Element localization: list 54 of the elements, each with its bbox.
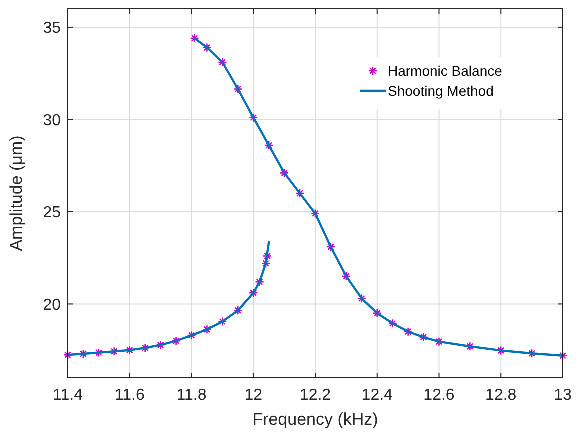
point	[172, 336, 181, 346]
point	[234, 84, 243, 94]
point	[261, 258, 271, 268]
point	[125, 346, 135, 355]
point	[190, 34, 200, 44]
point	[404, 327, 413, 337]
y-axis-title: Amplitude (μm)	[7, 136, 26, 252]
point	[558, 351, 568, 361]
point	[218, 58, 228, 68]
point	[310, 209, 320, 218]
point	[434, 337, 444, 346]
y-tick-label: 35	[43, 20, 62, 38]
x-tick-label: 12.4	[362, 387, 394, 404]
point	[262, 252, 272, 261]
point	[202, 43, 212, 52]
point	[372, 308, 382, 318]
point	[248, 113, 258, 123]
point	[264, 140, 274, 150]
point	[218, 317, 228, 326]
point	[255, 277, 264, 287]
point	[187, 330, 196, 340]
legend-label: Shooting Method	[388, 82, 494, 99]
point	[357, 294, 367, 304]
x-axis-title: Frequency (kHz)	[252, 410, 378, 429]
point	[234, 306, 243, 316]
x-tick-label: 12.6	[424, 387, 455, 404]
x-tick-label: 11.4	[53, 387, 84, 404]
point	[326, 242, 336, 252]
point	[419, 332, 428, 342]
y-tick-label: 25	[43, 204, 62, 222]
y-tick-label: 30	[43, 112, 62, 130]
point	[202, 325, 212, 334]
point	[78, 349, 88, 359]
point	[466, 342, 475, 352]
x-tick-label: 13	[554, 387, 572, 404]
x-tick-label: 12	[244, 387, 263, 404]
point	[388, 318, 398, 328]
point	[280, 168, 290, 178]
point	[295, 188, 305, 198]
y-tick-label: 20	[43, 296, 62, 314]
x-tick-label: 12.2	[300, 387, 332, 404]
point	[63, 350, 73, 360]
point	[496, 346, 506, 356]
legend-label: Harmonic Balance	[388, 62, 503, 79]
point	[342, 272, 352, 282]
point	[110, 346, 120, 356]
point	[140, 343, 150, 353]
point	[156, 340, 166, 350]
point	[94, 348, 104, 358]
x-tick-label: 11.8	[176, 387, 207, 404]
point	[248, 288, 258, 298]
x-tick-label: 12.8	[486, 387, 517, 404]
x-tick-label: 11.6	[114, 387, 145, 404]
point	[527, 348, 537, 358]
